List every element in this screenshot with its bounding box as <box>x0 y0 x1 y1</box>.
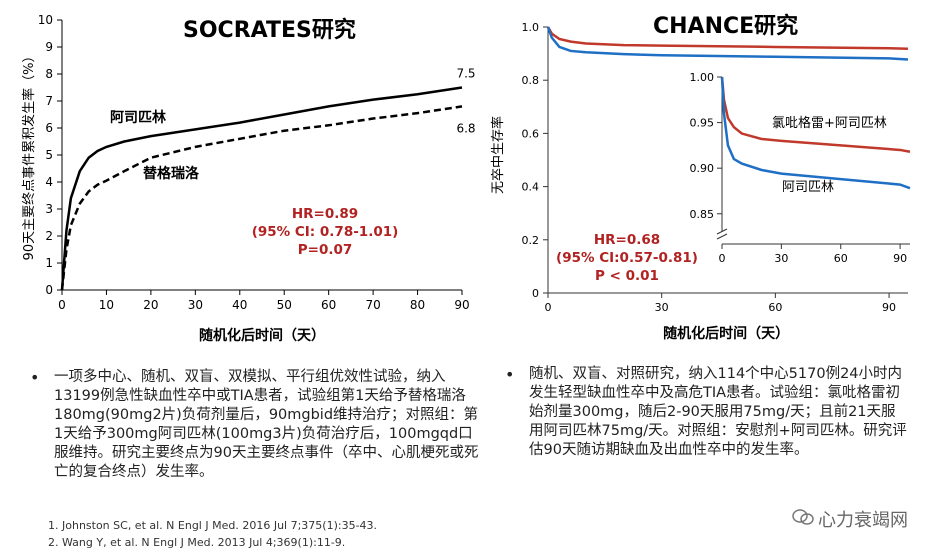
series-line-combo <box>546 26 909 51</box>
x-tick-label: 10 <box>99 298 114 312</box>
inset-y-tick-label: 1.00 <box>690 71 715 84</box>
hr-annotation-line: P=0.07 <box>298 242 353 258</box>
hr-annotation-line: P < 0.01 <box>595 268 659 284</box>
hr-annotation-line: HR=0.68 <box>594 232 660 248</box>
inset-series-line-combo <box>720 76 911 153</box>
inset-y-tick-label: 0.95 <box>690 117 715 130</box>
hr-annotation-line: (95% CI:0.57-0.81) <box>556 250 698 266</box>
right-chart-title: CHANCE研究 <box>653 14 799 39</box>
watermark-text: 心力衰竭网 <box>818 510 908 531</box>
inset-label-aspirin: 阿司匹林 <box>782 180 834 195</box>
y-tick-label: 0 <box>45 283 53 297</box>
series-label: 替格瑞洛 <box>143 165 200 182</box>
x-tick-label: 50 <box>277 298 292 312</box>
y-tick-label: 2 <box>45 229 53 243</box>
reference-2: 2. Wang Y, et al. N Engl J Med. 2013 Jul… <box>48 536 346 549</box>
series-label: 阿司匹林 <box>110 109 166 126</box>
inset-x-tick-label: 60 <box>834 252 848 265</box>
chance-chart: 0 30 60 90 0 0.2 0.4 0.6 0.8 1.0 随机化后时间（天） 无卒中生存率 0.… <box>490 21 915 342</box>
inset-label-combo: 氯吡格雷+阿司匹林 <box>772 115 887 131</box>
x-tick-label: 90 <box>454 298 469 312</box>
y-tick-label: 0 <box>532 287 539 300</box>
y-tick-label: 9 <box>45 40 53 54</box>
bullet-dot: • <box>505 365 515 384</box>
inset-background <box>677 65 915 260</box>
y-tick-label: 5 <box>45 148 53 162</box>
x-tick-label: 30 <box>655 301 669 314</box>
y-tick-label: 7 <box>45 94 53 108</box>
y-tick-label: 0.2 <box>522 234 540 247</box>
y-tick-label: 0.6 <box>522 127 540 140</box>
inset-y-tick-label: 0.90 <box>690 162 715 175</box>
inset-series-line-aspirin <box>720 76 911 190</box>
chance-description-text: 随机、双盲、对照研究，纳入114个中心5170例24小时内发生轻型缺血性卒中及高… <box>529 366 907 458</box>
x-tick-label: 0 <box>58 298 66 312</box>
inset-x-tick-label: 90 <box>893 252 907 265</box>
series-line-ticagrelor <box>60 105 463 291</box>
series-line-aspirin <box>546 26 909 61</box>
y-tick-label: 6 <box>45 121 53 135</box>
series-end-value: 7.5 <box>456 67 475 81</box>
x-tick-label: 30 <box>188 298 203 312</box>
x-tick-label: 20 <box>143 298 158 312</box>
x-tick-label: 60 <box>321 298 336 312</box>
series-line-aspirin <box>60 86 463 291</box>
y-tick-label: 8 <box>45 67 53 81</box>
inset-axis-break <box>716 228 728 240</box>
inset-y-tick-label: 0.85 <box>690 208 715 221</box>
bullet-dot: • <box>30 368 40 387</box>
hr-annotation-line: (95% CI: 0.78-1.01) <box>252 224 399 240</box>
y-axis-label: 90天主要终点事件累积发生率（%） <box>21 50 37 261</box>
y-tick-label: 4 <box>45 175 53 189</box>
chance-description: • 随机、双盲、对照研究，纳入114个中心5170例24小时内发生轻型缺血性卒中… <box>505 365 910 460</box>
socrates-description: • 一项多中心、随机、双盲、双模拟、平行组优效性试验，纳入13199例急性缺血性… <box>30 368 485 482</box>
y-axis-label: 无卒中生存率 <box>490 116 506 194</box>
reference-1: 1. Johnston SC, et al. N Engl J Med. 201… <box>48 519 378 532</box>
x-axis-label: 随机化后时间（天） <box>663 325 789 342</box>
watermark-logo-icon <box>792 508 814 530</box>
y-tick-label: 0.8 <box>522 74 540 87</box>
hr-annotation-line: HR=0.89 <box>292 206 358 222</box>
socrates-chart: 0 10 20 30 40 50 60 70 80 90 0 1 2 3 4 5 6 7 8 9 10 随机化后时间（天）… <box>21 13 476 344</box>
left-chart-title: SOCRATES研究 <box>183 18 356 43</box>
y-tick-label: 3 <box>45 202 53 216</box>
x-tick-label: 70 <box>365 298 380 312</box>
x-tick-label: 80 <box>410 298 425 312</box>
y-tick-label: 10 <box>38 13 53 27</box>
inset-x-tick-label: 30 <box>774 252 788 265</box>
series-end-value: 6.8 <box>456 121 475 135</box>
inset-x-tick-label: 0 <box>719 252 726 265</box>
socrates-description-text: 一项多中心、随机、双盲、双模拟、平行组优效性试验，纳入13199例急性缺血性卒中… <box>54 369 479 480</box>
x-tick-label: 40 <box>232 298 247 312</box>
x-axis-label: 随机化后时间（天） <box>199 327 325 344</box>
x-tick-label: 0 <box>545 301 552 314</box>
y-tick-label: 1.0 <box>522 21 540 34</box>
y-tick-label: 0.4 <box>522 181 540 194</box>
x-tick-label: 60 <box>768 301 782 314</box>
x-tick-label: 90 <box>882 301 896 314</box>
y-tick-label: 1 <box>45 256 53 270</box>
